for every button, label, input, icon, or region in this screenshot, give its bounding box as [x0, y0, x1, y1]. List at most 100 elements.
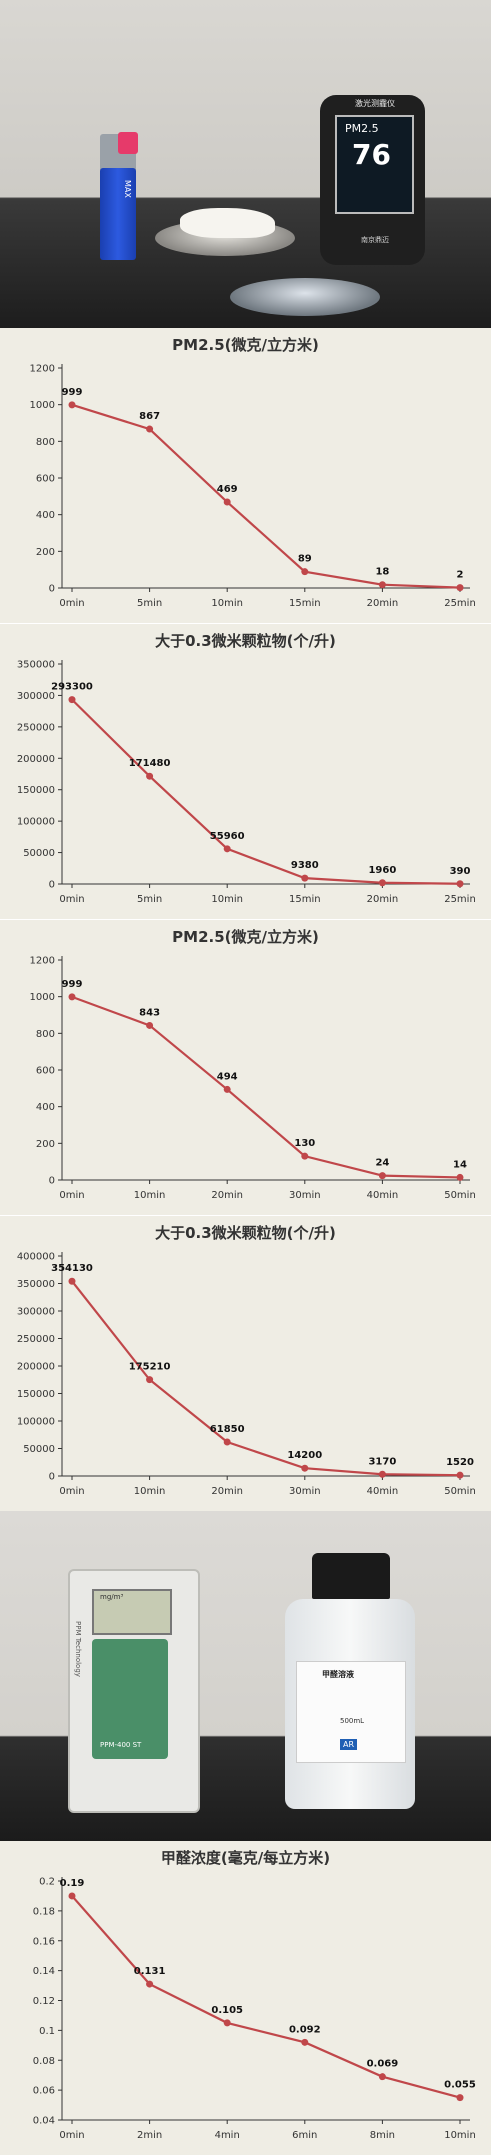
y-tick-label: 400000 — [17, 1252, 55, 1263]
x-tick-label: 20min — [211, 1486, 243, 1497]
y-tick-label: 350000 — [17, 1279, 55, 1290]
x-tick-label: 6min — [292, 2130, 317, 2141]
y-tick-label: 150000 — [17, 1389, 55, 1400]
chart-particles-10min: 大于0.3微米颗粒物(个/升) 0 50000 100000 150000 200000 2… — [0, 1215, 491, 1511]
data-label: 1520 — [446, 1457, 474, 1468]
x-tick-label: 0min — [59, 894, 84, 905]
y-tick-label: 50000 — [23, 1444, 55, 1455]
photo-lighter-and-meter: MAX 激光测霾仪 PM2.5 76 南京鼎迈 — [0, 0, 491, 328]
series-line — [71, 403, 461, 589]
y-tick-label: 1000 — [30, 992, 55, 1003]
data-label: 61850 — [210, 1424, 245, 1435]
lighter — [100, 168, 136, 260]
data-label: 2 — [457, 570, 464, 581]
chart-svg: 大于0.3微米颗粒物(个/升) 0 50000 100000 150000 200000 2… — [17, 1224, 476, 1497]
lighter-label: MAX — [123, 180, 132, 198]
y-tick-label: 200 — [36, 1139, 55, 1150]
x-tick-label: 20min — [367, 894, 399, 905]
y-tick-label: 0.16 — [33, 1936, 55, 1947]
y-tick-label: 250000 — [17, 722, 55, 733]
x-tick-label: 20min — [367, 598, 399, 609]
chart-pm25-5min: PM2.5(微克/立方米) 0 200 400 600 800 1000 1200 0min 5m… — [0, 328, 491, 623]
data-point — [378, 581, 386, 589]
meter-title: 激光测霾仪 — [355, 99, 395, 108]
y-tick-label: 0 — [49, 1176, 55, 1187]
data-label: 14 — [453, 1159, 467, 1170]
meter-reading: 76 — [352, 138, 391, 171]
bottle-cap — [312, 1553, 390, 1599]
data-label: 999 — [62, 387, 83, 398]
data-label: 55960 — [210, 831, 245, 842]
x-tick-label: 5min — [137, 894, 162, 905]
y-tick-label: 300000 — [17, 691, 55, 702]
y-tick-label: 0.12 — [33, 1996, 55, 2007]
x-tick-label: 8min — [370, 2130, 395, 2141]
data-point — [223, 2019, 231, 2027]
y-tick-label: 400 — [36, 1102, 55, 1113]
x-tick-label: 40min — [367, 1190, 399, 1201]
data-point — [456, 1173, 464, 1181]
data-label: 3170 — [368, 1456, 396, 1467]
lighter-button — [118, 132, 138, 154]
x-tick-label: 10min — [134, 1190, 166, 1201]
data-label: 0.19 — [60, 1878, 85, 1889]
air-purifier-top — [230, 278, 380, 316]
x-tick-label: 5min — [137, 598, 162, 609]
data-point — [146, 1376, 154, 1384]
tissue — [180, 208, 275, 238]
x-tick-label: 15min — [289, 894, 321, 905]
y-tick-label: 1000 — [30, 400, 55, 411]
data-point — [378, 1172, 386, 1180]
data-point — [301, 874, 309, 882]
bottle-grade: AR — [340, 1739, 358, 1750]
data-label: 843 — [139, 1007, 160, 1018]
x-tick-label: 15min — [289, 598, 321, 609]
data-label: 867 — [139, 411, 160, 422]
y-tick-label: 600 — [36, 1066, 55, 1077]
data-point — [301, 1464, 309, 1472]
data-label: 0.105 — [211, 2005, 243, 2016]
data-point — [146, 772, 154, 780]
x-tick-label: 20min — [211, 1190, 243, 1201]
y-tick-label: 200000 — [17, 1362, 55, 1373]
data-point — [456, 2094, 464, 2102]
data-point — [68, 1277, 76, 1285]
data-point — [68, 993, 76, 1001]
y-tick-label: 800 — [36, 437, 55, 448]
meter-screen — [335, 115, 414, 214]
data-point — [378, 879, 386, 887]
chart-title: PM2.5(微克/立方米) — [172, 928, 319, 946]
x-tick-label: 30min — [289, 1486, 321, 1497]
x-tick-label: 10min — [444, 2130, 476, 2141]
data-label: 1960 — [368, 865, 396, 876]
y-tick-label: 0.08 — [33, 2056, 55, 2067]
chart-pm25-10min: PM2.5(微克/立方米) 0 200 400 600 800 1000 1200 0min 10… — [0, 919, 491, 1215]
data-label: 24 — [375, 1158, 389, 1169]
y-tick-label: 0.04 — [33, 2116, 55, 2127]
data-point — [223, 845, 231, 853]
data-point — [301, 1152, 309, 1160]
data-point — [456, 584, 464, 592]
x-tick-label: 0min — [59, 1190, 84, 1201]
y-tick-label: 100000 — [17, 1417, 55, 1428]
series-line — [71, 1280, 461, 1477]
x-tick-label: 0min — [59, 1486, 84, 1497]
y-tick-label: 600 — [36, 474, 55, 485]
y-tick-label: 0.14 — [33, 1966, 55, 1977]
x-tick-label: 25min — [444, 598, 476, 609]
chart-title: 甲醛浓度(毫克/每立方米) — [161, 1849, 330, 1867]
y-tick-label: 0 — [49, 880, 55, 891]
chart-title: PM2.5(微克/立方米) — [172, 336, 319, 354]
data-label: 0.092 — [289, 2024, 321, 2035]
series-line — [71, 698, 461, 885]
data-label: 175210 — [129, 1362, 171, 1373]
data-label: 999 — [62, 979, 83, 990]
x-tick-label: 10min — [211, 598, 243, 609]
x-tick-label: 10min — [134, 1486, 166, 1497]
chart-svg: 大于0.3微米颗粒物(个/升) 0 50000 100000 150000 200000 2… — [17, 632, 476, 905]
y-tick-label: 100000 — [17, 817, 55, 828]
data-label: 494 — [217, 1071, 238, 1082]
data-point — [68, 401, 76, 409]
data-label: 0.055 — [444, 2080, 476, 2091]
y-tick-label: 0.06 — [33, 2086, 55, 2097]
